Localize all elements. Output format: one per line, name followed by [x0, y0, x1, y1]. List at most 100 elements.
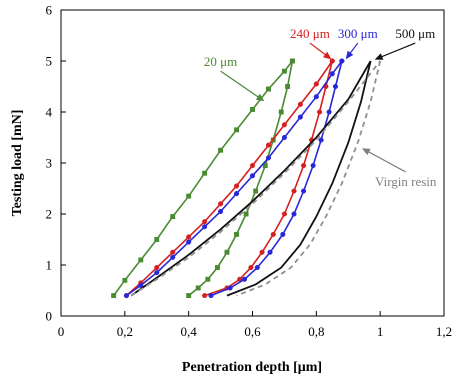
data-point	[170, 249, 176, 255]
unloading-curve	[236, 60, 382, 297]
data-point	[280, 231, 286, 237]
x-tick-label: 0,2	[117, 324, 133, 339]
data-point	[301, 188, 307, 194]
series-virgin-resin	[130, 60, 382, 297]
data-point	[278, 109, 284, 115]
data-point	[154, 265, 160, 271]
annotation-label: 240 μm	[290, 26, 330, 41]
data-point	[262, 163, 268, 169]
data-point	[186, 234, 192, 240]
data-point	[267, 249, 273, 255]
data-point	[266, 86, 271, 92]
data-point	[224, 249, 230, 255]
data-point	[243, 211, 249, 217]
data-point	[265, 142, 272, 148]
data-point	[170, 254, 176, 260]
data-point	[339, 58, 345, 64]
annotation-label: 300 μm	[338, 26, 378, 41]
annotation-label: 20 μm	[204, 54, 237, 69]
data-point	[289, 58, 295, 64]
y-tick-label: 2	[46, 207, 53, 222]
data-point	[301, 163, 307, 169]
y-axis: 0 1 2 3 4 5 6	[46, 3, 66, 324]
data-point	[291, 188, 297, 194]
data-point	[332, 83, 339, 90]
data-point	[254, 265, 260, 271]
data-point	[248, 265, 254, 271]
data-point	[281, 122, 287, 128]
y-tick-label: 1	[46, 258, 53, 273]
annotations-layer: 20 μm 240 μm 300 μm 500 μm Virgin resin	[204, 26, 437, 189]
data-point	[186, 193, 192, 199]
annotation-arrow	[380, 42, 416, 58]
annotation-500-m: 500 μm	[374, 26, 435, 60]
arrow-head	[345, 50, 354, 60]
annotation-300-m: 300 μm	[338, 26, 378, 60]
data-point	[329, 71, 335, 77]
data-point	[205, 276, 211, 282]
data-point	[195, 285, 201, 291]
unloading-curve	[226, 60, 372, 297]
x-tick-label: 0,8	[308, 324, 324, 339]
data-point	[234, 231, 239, 237]
annotation-arrow	[309, 42, 328, 57]
data-point	[326, 109, 332, 115]
data-point	[123, 293, 129, 299]
annotation-label: 500 μm	[395, 26, 435, 41]
data-point	[297, 114, 303, 120]
data-point	[202, 293, 208, 299]
loading-curve	[125, 60, 333, 297]
data-point	[281, 68, 287, 74]
y-tick-label: 5	[46, 54, 53, 69]
data-point	[154, 237, 160, 242]
data-point	[234, 127, 239, 133]
annotation-arrow	[348, 42, 359, 55]
data-point	[329, 58, 335, 64]
data-point	[291, 211, 297, 217]
data-point	[313, 81, 319, 87]
data-point	[281, 134, 287, 141]
data-point	[154, 270, 160, 276]
data-point	[250, 107, 255, 112]
arrow-head	[255, 93, 265, 102]
curves-layer	[111, 58, 382, 299]
data-point	[122, 277, 128, 283]
series-240-m	[123, 58, 335, 299]
data-point	[218, 208, 224, 214]
series-500-m	[130, 60, 372, 297]
data-point	[227, 285, 233, 291]
annotation-arrow	[366, 150, 406, 173]
data-point	[297, 101, 303, 107]
data-point	[208, 293, 214, 299]
data-point	[111, 293, 117, 299]
x-tick-label: 0,6	[244, 324, 261, 339]
series-20-m	[111, 58, 295, 299]
x-tick-label: 0,4	[181, 324, 198, 339]
data-point	[241, 276, 248, 282]
series-300-m	[123, 58, 345, 299]
data-point	[259, 249, 265, 255]
data-point	[270, 231, 276, 237]
data-point	[186, 293, 192, 299]
y-tick-label: 0	[46, 309, 53, 324]
loading-curve	[130, 60, 372, 297]
data-point	[316, 109, 323, 115]
data-point	[202, 170, 208, 176]
data-point	[310, 163, 316, 169]
arrow-head	[323, 51, 332, 60]
y-tick-label: 6	[46, 3, 53, 18]
annotation-virgin-resin: Virgin resin	[361, 148, 437, 189]
data-point	[214, 265, 220, 271]
annotation-20-m: 20 μm	[204, 54, 265, 102]
data-point	[281, 211, 287, 217]
annotation-arrow	[220, 70, 260, 99]
arrow-head	[374, 53, 384, 60]
data-point	[186, 239, 192, 245]
data-point	[253, 188, 259, 194]
data-point	[170, 214, 176, 220]
data-point	[202, 224, 208, 230]
arrow-head	[361, 148, 371, 156]
data-point	[138, 282, 144, 288]
